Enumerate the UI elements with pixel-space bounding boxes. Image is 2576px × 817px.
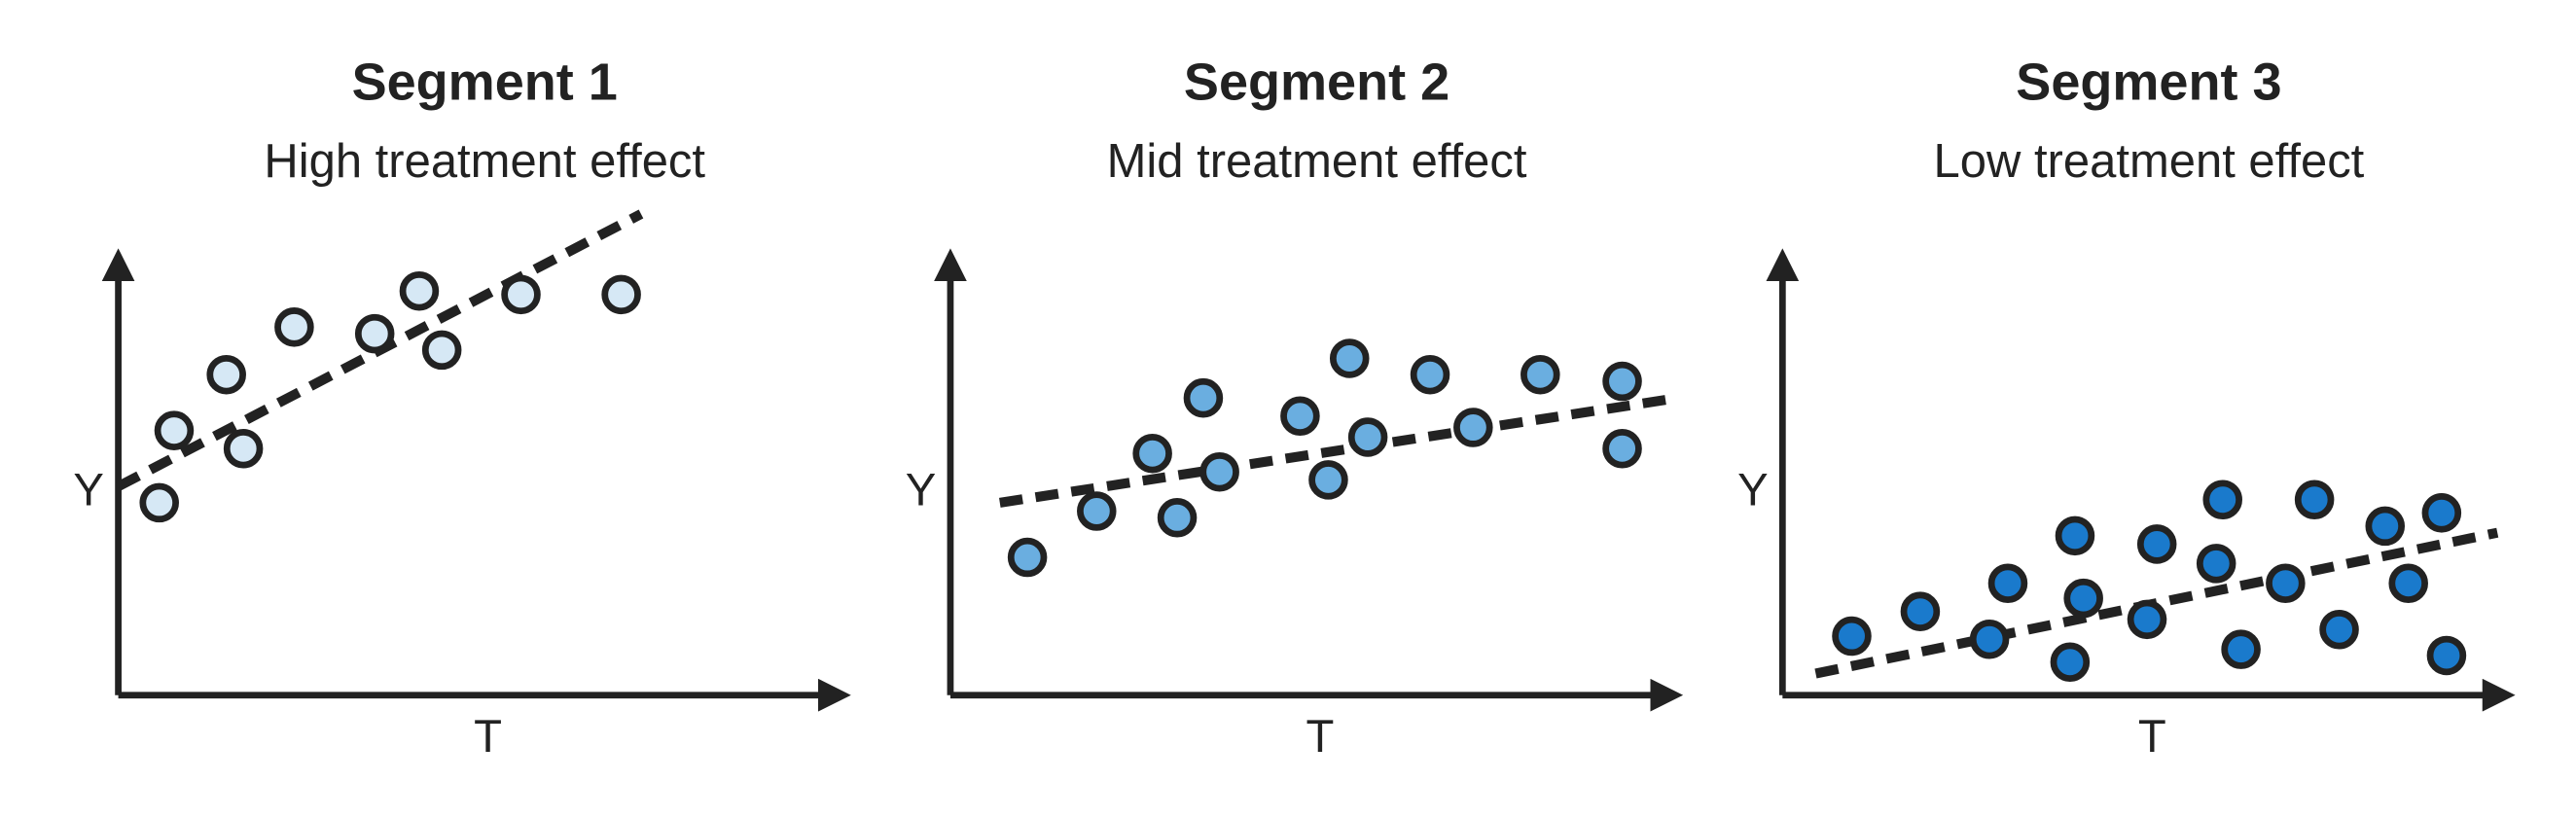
point <box>223 428 264 469</box>
point <box>2388 563 2428 603</box>
point <box>1410 354 1450 395</box>
point <box>421 330 462 371</box>
point <box>1199 451 1239 492</box>
panel-subtitle: Low treatment effect <box>1934 135 2365 188</box>
x-axis-label: T <box>1306 711 1334 763</box>
point <box>2136 524 2177 564</box>
panel-title: Segment 2 <box>1184 53 1449 111</box>
point <box>2421 493 2462 533</box>
point <box>1521 354 1560 395</box>
trend-line <box>999 393 1679 508</box>
point <box>1347 417 1388 457</box>
point <box>1308 460 1348 500</box>
point <box>2127 599 2167 640</box>
point <box>1132 433 1172 474</box>
point <box>1007 537 1048 578</box>
point <box>2221 629 2261 669</box>
point <box>2365 506 2406 547</box>
point <box>2063 578 2103 619</box>
point <box>2426 635 2467 676</box>
point <box>501 274 541 315</box>
point <box>1157 498 1198 538</box>
point <box>1077 491 1117 531</box>
point <box>2050 642 2091 683</box>
panel-subtitle: Mid treatment effect <box>1107 135 1527 188</box>
point <box>1453 408 1493 447</box>
point <box>399 270 440 311</box>
y-axis-label: Y <box>73 464 104 515</box>
point <box>1602 361 1642 402</box>
point <box>2055 515 2095 556</box>
point <box>139 482 179 523</box>
point <box>1832 616 1872 657</box>
point <box>1602 428 1642 469</box>
point <box>206 354 246 395</box>
y-axis-label: Y <box>1737 464 1769 515</box>
point <box>154 410 195 450</box>
point <box>2202 480 2242 520</box>
panel: Segment 2 Mid treatment effect Y T <box>906 53 1684 763</box>
point <box>601 274 641 315</box>
point <box>274 307 314 347</box>
point <box>1900 591 1941 631</box>
panel: Segment 3 Low treatment effect Y T <box>1737 53 2516 763</box>
point <box>1329 338 1370 378</box>
point <box>1280 396 1320 437</box>
point <box>1987 563 2028 603</box>
x-axis-label: T <box>2138 711 2166 763</box>
y-axis-label: Y <box>906 464 937 515</box>
panel: Segment 1 High treatment effect Y T <box>73 53 851 763</box>
point <box>2319 609 2359 650</box>
point <box>1969 619 2010 659</box>
panel-title: Segment 1 <box>352 53 618 111</box>
panel-subtitle: High treatment effect <box>264 135 705 188</box>
point <box>354 313 395 354</box>
x-axis-label: T <box>474 711 502 763</box>
point <box>2196 544 2236 584</box>
point <box>2266 563 2306 603</box>
point <box>2294 480 2335 520</box>
point <box>1183 377 1224 418</box>
panel-title: Segment 3 <box>2016 53 2281 111</box>
